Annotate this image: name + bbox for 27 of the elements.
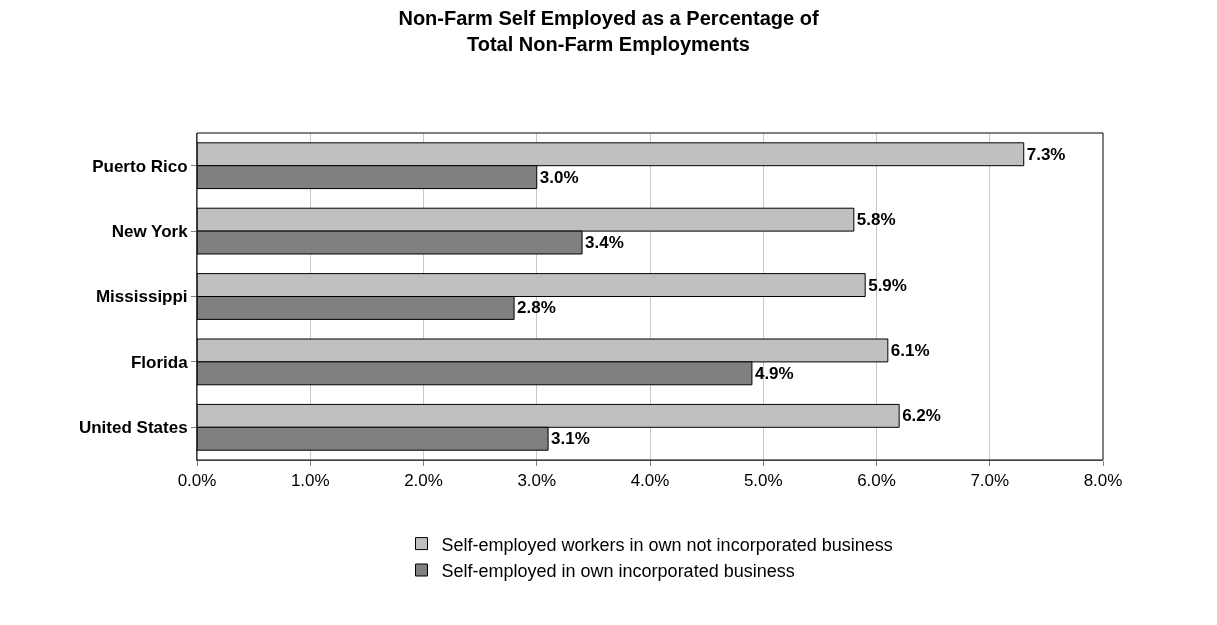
legend-label: Self-employed workers in own not incorporated business: [441, 534, 893, 555]
data-label: 6.2%: [902, 406, 941, 426]
data-label: 3.0%: [539, 167, 579, 187]
data-label: 5.9%: [868, 275, 907, 295]
data-label: 5.8%: [856, 210, 896, 230]
y-tick-label: Florida: [130, 352, 189, 372]
x-tick-label: 4.0%: [630, 471, 670, 491]
x-tick-label: 2.0%: [404, 471, 443, 491]
y-tick-label: New York: [111, 222, 189, 242]
x-tick-label: 8.0%: [1083, 471, 1123, 491]
data-label: 4.9%: [754, 363, 794, 383]
data-label: 2.8%: [517, 298, 556, 318]
chart-title: Non-Farm Self Employed as a Percentage of Total Non-Farm Employments: [398, 7, 819, 55]
data-label: 3.1%: [551, 429, 590, 449]
data-label: 7.3%: [1026, 144, 1066, 164]
y-tick-label: Mississippi: [95, 287, 188, 307]
x-tick-label: 3.0%: [517, 471, 557, 491]
x-tick-label: 0.0%: [177, 471, 217, 491]
y-tick-label: United States: [78, 418, 188, 438]
x-tick-label: 7.0%: [970, 471, 1010, 491]
x-tick-label: 6.0%: [857, 471, 896, 491]
x-tick-label: 1.0%: [290, 471, 330, 491]
y-tick-label: Puerto Rico: [92, 156, 188, 176]
x-tick-label: 5.0%: [743, 471, 783, 491]
legend-label: Self-employed in own incorporated business: [441, 561, 795, 582]
data-label: 6.1%: [890, 340, 930, 360]
data-label: 3.4%: [585, 233, 624, 253]
